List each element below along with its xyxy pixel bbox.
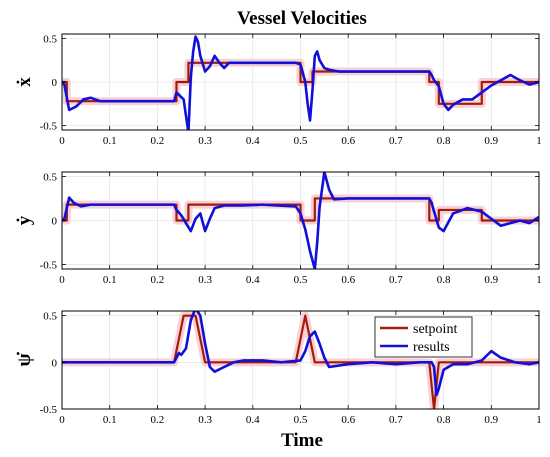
- y-tick-label: 0: [52, 216, 58, 228]
- panel-1: 0 0.1 0.2 0.3 0.4 0.5 0.6 0.7 0.8 0.9 1-0.500.5ẋ: [14, 33, 542, 147]
- results-line: [62, 35, 539, 130]
- y-axis-label: ψ̇: [14, 351, 35, 366]
- x-tick-label: 0.8: [437, 135, 451, 147]
- legend-box: [374, 316, 473, 358]
- x-tick-label: 0.8: [437, 274, 451, 286]
- x-tick-label: 0.7: [389, 414, 403, 426]
- y-tick-label: 0: [52, 357, 58, 369]
- x-tick-label: 0.2: [151, 274, 165, 286]
- x-tick-label: 0.6: [341, 135, 355, 147]
- y-tick-label: 0.5: [43, 33, 57, 45]
- x-tick-label: 0.9: [484, 135, 498, 147]
- legend: setpoint results: [374, 316, 473, 358]
- series-group: [62, 35, 539, 130]
- x-tick-label: 0.2: [151, 135, 165, 147]
- legend-label-setpoint: setpoint: [413, 322, 457, 337]
- y-tick-label: -0.5: [40, 121, 58, 133]
- x-tick-label: 0.8: [437, 414, 451, 426]
- y-tick-label: -0.5: [40, 404, 58, 416]
- chart-title: Vessel Velocities: [237, 8, 367, 29]
- x-tick-label: 0.5: [294, 135, 308, 147]
- x-tick-label: 0.3: [198, 414, 212, 426]
- y-tick-label: 0.5: [43, 171, 57, 183]
- results-line: [62, 172, 539, 269]
- x-tick-label: 0.3: [198, 274, 212, 286]
- results-line: [62, 311, 539, 397]
- x-tick-label: 0.4: [246, 414, 260, 426]
- x-tick-label: 0.4: [246, 135, 260, 147]
- x-tick-label: 0.1: [103, 274, 117, 286]
- x-tick-label: 0: [59, 414, 65, 426]
- y-tick-label: 0: [52, 77, 58, 89]
- x-tick-label: 0.9: [484, 274, 498, 286]
- y-axis-label: ẏ: [14, 215, 35, 225]
- x-tick-label: 0.5: [294, 414, 308, 426]
- x-tick-label: 0: [59, 135, 65, 147]
- x-tick-label: 0.9: [484, 414, 498, 426]
- x-tick-label: 0.1: [103, 135, 117, 147]
- y-tick-label: 0.5: [43, 311, 57, 323]
- y-tick-label: -0.5: [40, 260, 58, 272]
- x-tick-label: 0.1: [103, 414, 117, 426]
- x-tick-label: 1: [536, 274, 542, 286]
- series-group: [62, 311, 539, 409]
- chart-panels: 0 0.1 0.2 0.3 0.4 0.5 0.6 0.7 0.8 0.9 1-0.500.5ẋ0 0…: [14, 33, 542, 426]
- x-tick-label: 0: [59, 274, 65, 286]
- setpoint-line: [62, 314, 539, 409]
- x-tick-label: 1: [536, 414, 542, 426]
- x-tick-label: 1: [536, 135, 542, 147]
- x-tick-label: 0.5: [294, 274, 308, 286]
- x-tick-label: 0.7: [389, 274, 403, 286]
- x-tick-label: 0.7: [389, 135, 403, 147]
- x-tick-label: 0.6: [341, 274, 355, 286]
- x-axis-label: Time: [281, 430, 323, 451]
- panel-3: 0 0.1 0.2 0.3 0.4 0.5 0.6 0.7 0.8 0.9 1-0.500.5ψ̇s…: [14, 310, 542, 426]
- x-tick-label: 0.3: [198, 135, 212, 147]
- x-tick-label: 0.4: [246, 274, 260, 286]
- legend-label-results: results: [413, 340, 450, 355]
- y-axis-label: ẋ: [14, 77, 35, 87]
- panel-2: 0 0.1 0.2 0.3 0.4 0.5 0.6 0.7 0.8 0.9 1-0.500.5ẏ: [14, 171, 542, 286]
- x-tick-label: 0.6: [341, 414, 355, 426]
- x-tick-label: 0.2: [151, 414, 165, 426]
- series-group: [62, 172, 539, 269]
